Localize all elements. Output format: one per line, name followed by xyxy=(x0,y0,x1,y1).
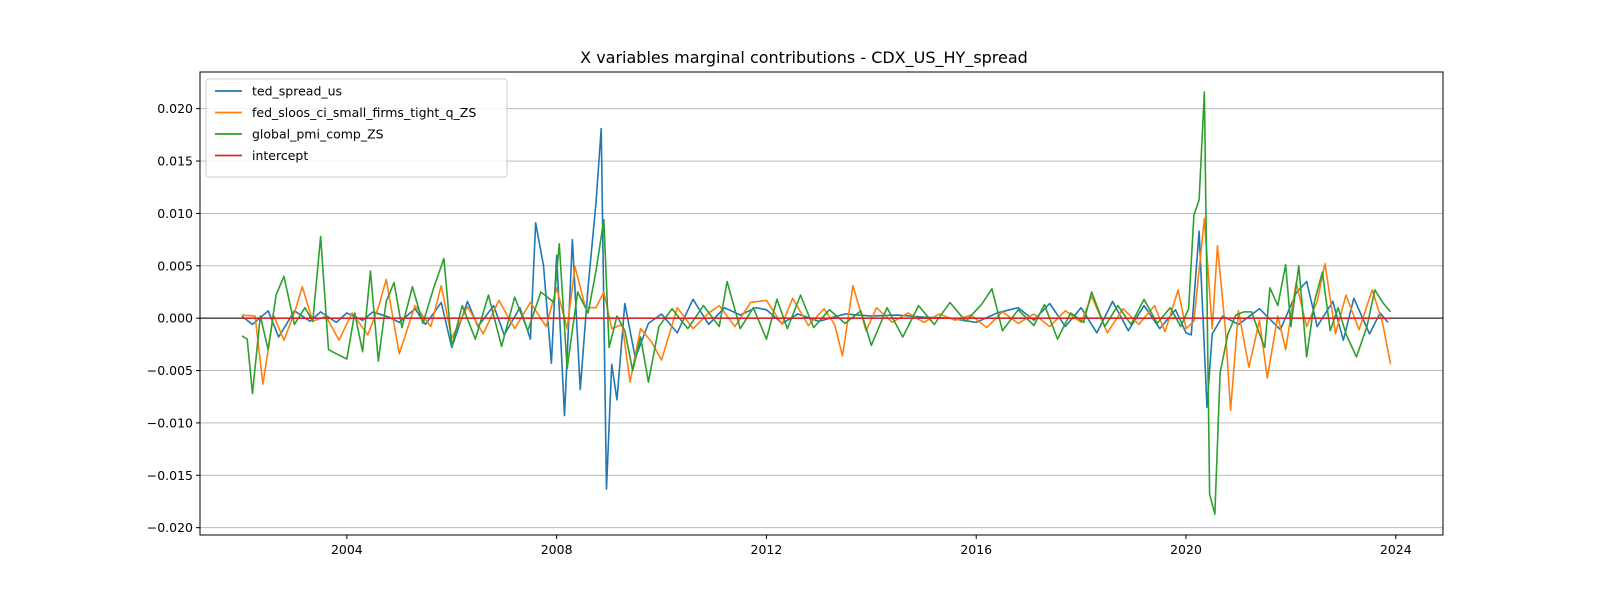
y-tick-label: 0.000 xyxy=(157,311,193,326)
axes-frame xyxy=(199,71,1444,536)
legend-label: fed_sloos_ci_small_firms_tight_q_ZS xyxy=(252,105,476,120)
series-line-fed-sloos-ci-small-firms-tight-q-ZS xyxy=(241,217,1392,412)
series-lines xyxy=(241,91,1392,515)
y-tick-label: −0.010 xyxy=(147,415,193,430)
x-tick-label: 2008 xyxy=(541,542,573,557)
series-line-ted-spread-us xyxy=(241,127,1389,490)
chart-title: X variables marginal contributions - CDX… xyxy=(580,48,1028,68)
x-tick-label: 2004 xyxy=(331,542,363,557)
legend: ted_spread_us fed_sloos_ci_small_firms_ti… xyxy=(205,78,508,178)
y-tick-label: 0.020 xyxy=(157,101,193,116)
axis-ticks: −0.020 −0.015 −0.010 −0.005 0.000 0.005 0.010 0… xyxy=(147,101,1412,557)
x-tick-label: 2012 xyxy=(751,542,783,557)
legend-box xyxy=(205,78,508,178)
legend-label: intercept xyxy=(252,148,308,163)
legend-label: ted_spread_us xyxy=(252,84,342,99)
x-tick-label: 2020 xyxy=(1170,542,1202,557)
y-tick-label: −0.020 xyxy=(147,520,193,535)
x-tick-label: 2024 xyxy=(1380,542,1412,557)
y-tick-label: 0.005 xyxy=(157,258,193,273)
y-tick-label: −0.015 xyxy=(147,468,193,483)
y-tick-label: 0.015 xyxy=(157,154,193,169)
y-tick-label: −0.005 xyxy=(147,363,193,378)
y-tick-label: 0.010 xyxy=(157,206,193,221)
x-tick-label: 2016 xyxy=(960,542,992,557)
series-line-global-pmi-comp-ZS xyxy=(241,91,1392,515)
legend-label: global_pmi_comp_ZS xyxy=(252,127,384,142)
